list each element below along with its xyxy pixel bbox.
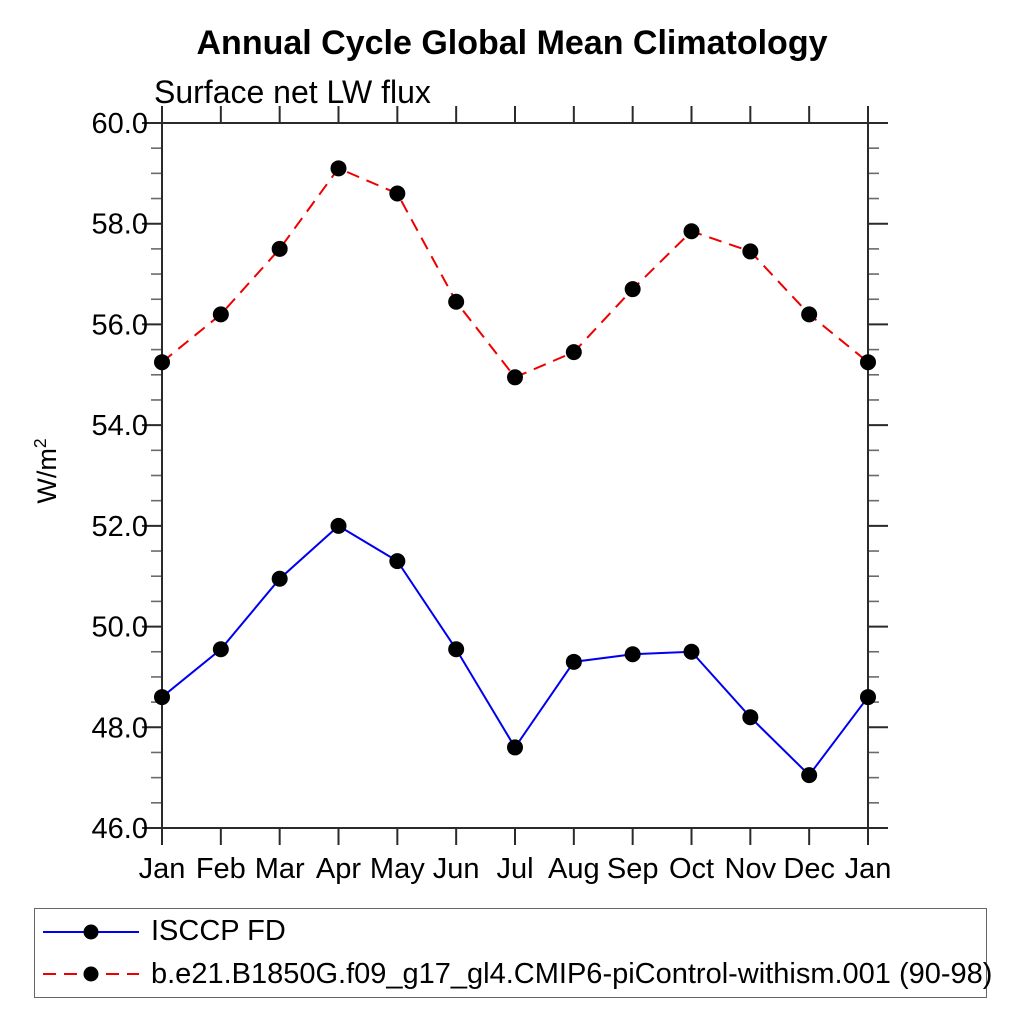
data-point-marker bbox=[860, 354, 876, 371]
data-point-marker bbox=[389, 553, 406, 570]
y-tick-label: 56.0 bbox=[92, 309, 148, 341]
chart-subtitle: Surface net LW flux bbox=[154, 74, 431, 110]
legend: ISCCP FD b.e21.B1850G.f09_g17_gl4.CMIP6-… bbox=[34, 908, 992, 998]
data-point-marker bbox=[330, 517, 347, 534]
x-tick-label: Apr bbox=[316, 853, 361, 885]
x-tick-label: Aug bbox=[548, 853, 600, 885]
x-tick-label: Jan bbox=[845, 853, 892, 885]
legend-entry-isccp: ISCCP FD bbox=[35, 912, 986, 952]
x-tick-label: Jun bbox=[433, 853, 480, 885]
data-point-marker bbox=[154, 354, 170, 371]
data-point-marker bbox=[683, 223, 700, 240]
data-point-marker bbox=[507, 739, 523, 756]
x-tick-label: Mar bbox=[255, 853, 305, 885]
data-point-marker bbox=[801, 306, 818, 323]
x-tick-label: Dec bbox=[783, 853, 835, 885]
x-tick-label: Jan bbox=[139, 853, 186, 885]
y-tick-label: 52.0 bbox=[92, 511, 148, 543]
data-point-marker bbox=[212, 306, 229, 323]
series-line-1 bbox=[161, 167, 869, 379]
legend-marker-circle bbox=[83, 924, 99, 940]
x-tick-label: Jul bbox=[496, 853, 533, 885]
data-point-marker bbox=[860, 689, 876, 706]
legend-label-isccp: ISCCP FD bbox=[151, 915, 286, 948]
x-tick-label: Sep bbox=[607, 853, 659, 885]
data-point-marker bbox=[448, 293, 465, 310]
y-tick-label: 54.0 bbox=[92, 410, 148, 442]
x-tick-label: Feb bbox=[196, 853, 246, 885]
legend-swatch-model bbox=[43, 966, 139, 982]
legend-entry-model: b.e21.B1850G.f09_g17_gl4.CMIP6-piControl… bbox=[35, 954, 992, 994]
y-tick-label: 58.0 bbox=[92, 209, 148, 241]
data-point-marker bbox=[742, 709, 759, 726]
y-tick-label: 48.0 bbox=[92, 712, 148, 744]
y-tick-label: 60.0 bbox=[92, 108, 148, 140]
data-point-marker bbox=[271, 570, 288, 587]
y-tick-label: 50.0 bbox=[92, 612, 148, 644]
data-point-marker bbox=[624, 646, 641, 663]
data-point-marker bbox=[507, 369, 523, 386]
legend-label-model: b.e21.B1850G.f09_g17_gl4.CMIP6-piControl… bbox=[151, 957, 993, 990]
data-point-marker bbox=[565, 344, 582, 361]
data-point-marker bbox=[565, 653, 582, 670]
data-point-marker bbox=[389, 185, 406, 202]
data-point-marker bbox=[271, 240, 288, 257]
data-point-marker bbox=[624, 281, 641, 298]
data-point-marker bbox=[742, 243, 759, 260]
plot-frame bbox=[161, 122, 869, 829]
y-tick-label: 46.0 bbox=[92, 813, 148, 845]
data-point-marker bbox=[330, 160, 347, 177]
legend-swatch-isccp bbox=[43, 924, 139, 940]
data-point-marker bbox=[683, 643, 700, 660]
series-line-0 bbox=[161, 524, 869, 777]
legend-marker-circle bbox=[83, 966, 99, 982]
data-point-marker bbox=[801, 767, 818, 784]
chart-title: Annual Cycle Global Mean Climatology bbox=[196, 24, 828, 62]
data-point-marker bbox=[212, 641, 229, 658]
x-tick-label: May bbox=[370, 853, 425, 885]
x-tick-label: Oct bbox=[669, 853, 714, 885]
x-tick-label: Nov bbox=[725, 853, 777, 885]
data-point-marker bbox=[154, 689, 170, 706]
data-point-marker bbox=[448, 641, 465, 658]
